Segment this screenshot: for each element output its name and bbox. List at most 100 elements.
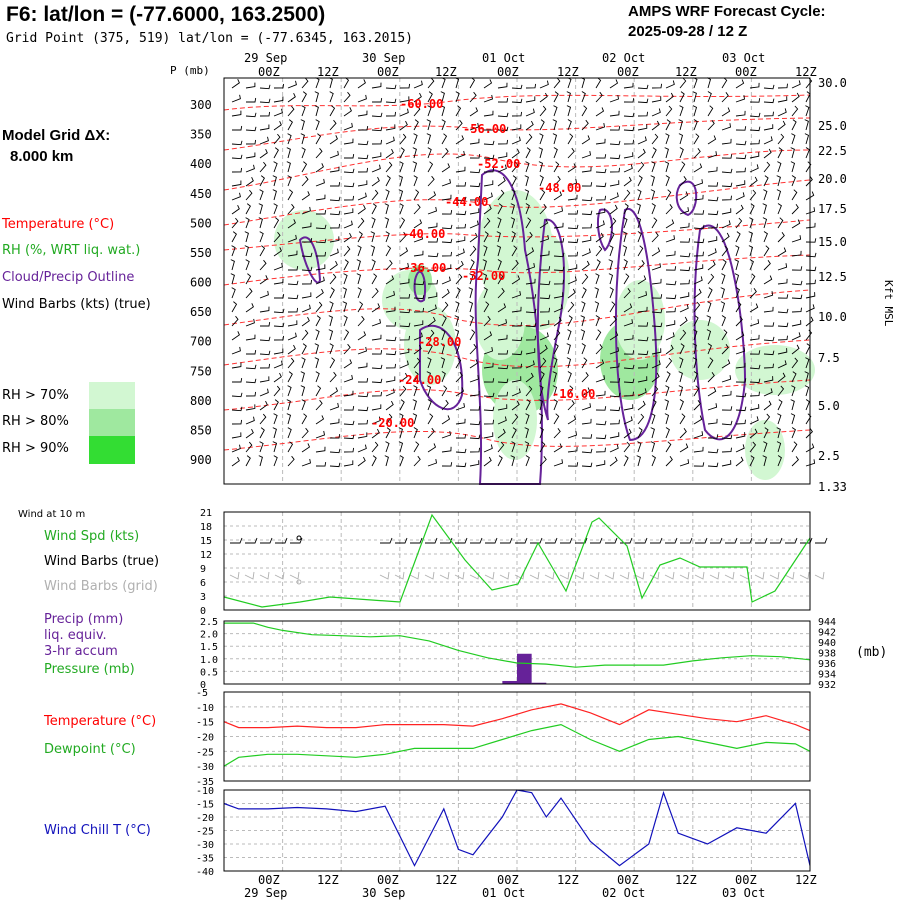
wind-barb [399,385,407,397]
wind-barb [232,125,243,131]
wind-barb [259,259,267,271]
precip-y-tick: 0 [200,680,206,691]
wind-barb [553,161,560,173]
wind-barb [371,259,376,271]
wind-barb [301,147,306,159]
wind-barb [749,217,754,229]
wind-barb [244,231,249,243]
wind-barb [623,139,635,145]
wind-barb [609,347,620,355]
wind-barb [763,124,774,131]
wind-barb [357,346,368,355]
wind-barb [385,259,393,271]
wind-barb [553,459,564,467]
wind-barb [483,154,495,160]
wind-barb [329,210,341,216]
wind-barb [259,336,271,342]
wind-barb [357,110,368,117]
wind-barb [707,196,719,202]
wind-barb [623,82,634,89]
wind-y-tick: 21 [200,508,212,519]
wind-barb [539,80,549,89]
wind-barb [343,138,354,145]
wind-barb [315,329,320,341]
wind-barb [609,110,620,117]
wind-barb [497,416,507,425]
wind-barb [525,120,534,131]
wind-barb [469,168,481,174]
wind-barb [371,455,377,467]
wind-speed-line [223,513,811,608]
temperature-contour-label: -48.00 [538,181,581,195]
wind-barb [483,192,493,201]
wind-barb [441,147,449,159]
wind-barb [371,112,383,118]
wind-barb [357,444,367,453]
wind-barb [763,84,775,90]
wind-barb [455,236,466,243]
wind-barb [679,176,687,187]
wind-barb [525,455,530,467]
wind-barb [721,259,727,271]
wind-barb [343,232,352,243]
wind-barb [525,348,536,355]
wind-barb [427,459,438,467]
wind-barb [566,357,572,369]
wind-barb [665,332,675,341]
wind-barb [581,403,592,411]
wind-barb [385,322,397,327]
wind-barb [398,441,404,453]
wind-barb [679,105,684,117]
wind-barb [525,203,530,215]
wind-barb [735,432,746,439]
wind-barb [343,460,354,467]
wind-barb [567,119,572,131]
wind-barb [273,161,278,173]
wind-barb [469,406,481,411]
wind-barb [511,322,523,327]
wind-barb [552,133,558,145]
wind-barb [525,147,531,159]
wind-barb [511,231,516,243]
wind-barb [679,147,684,159]
wind-barb [749,273,756,285]
wind-barb [273,108,283,117]
wind-barb [749,441,757,453]
wind-barb [511,111,523,117]
wind-barb [413,92,422,103]
wind-barb [637,111,649,117]
wind-barb [791,119,797,131]
pressure-y-tick: 942 [818,628,836,639]
wind-barb [678,371,683,383]
wind-barb [288,266,299,271]
wind-barb [469,245,477,257]
wind-barb [441,251,453,257]
wind-barb [567,446,578,453]
wind-barb [805,147,810,159]
grid-wind-barb [619,571,630,580]
wind-barb [749,455,755,467]
wind-barb [427,292,438,299]
wind-barb [273,360,283,369]
wind-barb [777,413,782,425]
wind-barb [440,343,445,355]
wind-barb [693,371,698,383]
wind-barb [707,260,716,271]
wind-barb [581,248,591,257]
wind-barb [637,441,642,453]
wind-barb [693,400,701,411]
wind-barb [329,301,334,313]
wind-barb [567,194,578,201]
wind-barb [343,208,354,215]
wind-barb [637,148,646,159]
wind-barb [777,263,788,271]
wind-barb [539,344,548,355]
wind-barb [791,80,801,89]
wind-barb [301,443,311,453]
wind-barb [469,91,477,103]
wind-barb [805,316,814,327]
wind-barb [440,91,445,103]
wind-barb [357,419,369,425]
wind-barb [259,149,268,159]
wind-barb [791,294,803,300]
